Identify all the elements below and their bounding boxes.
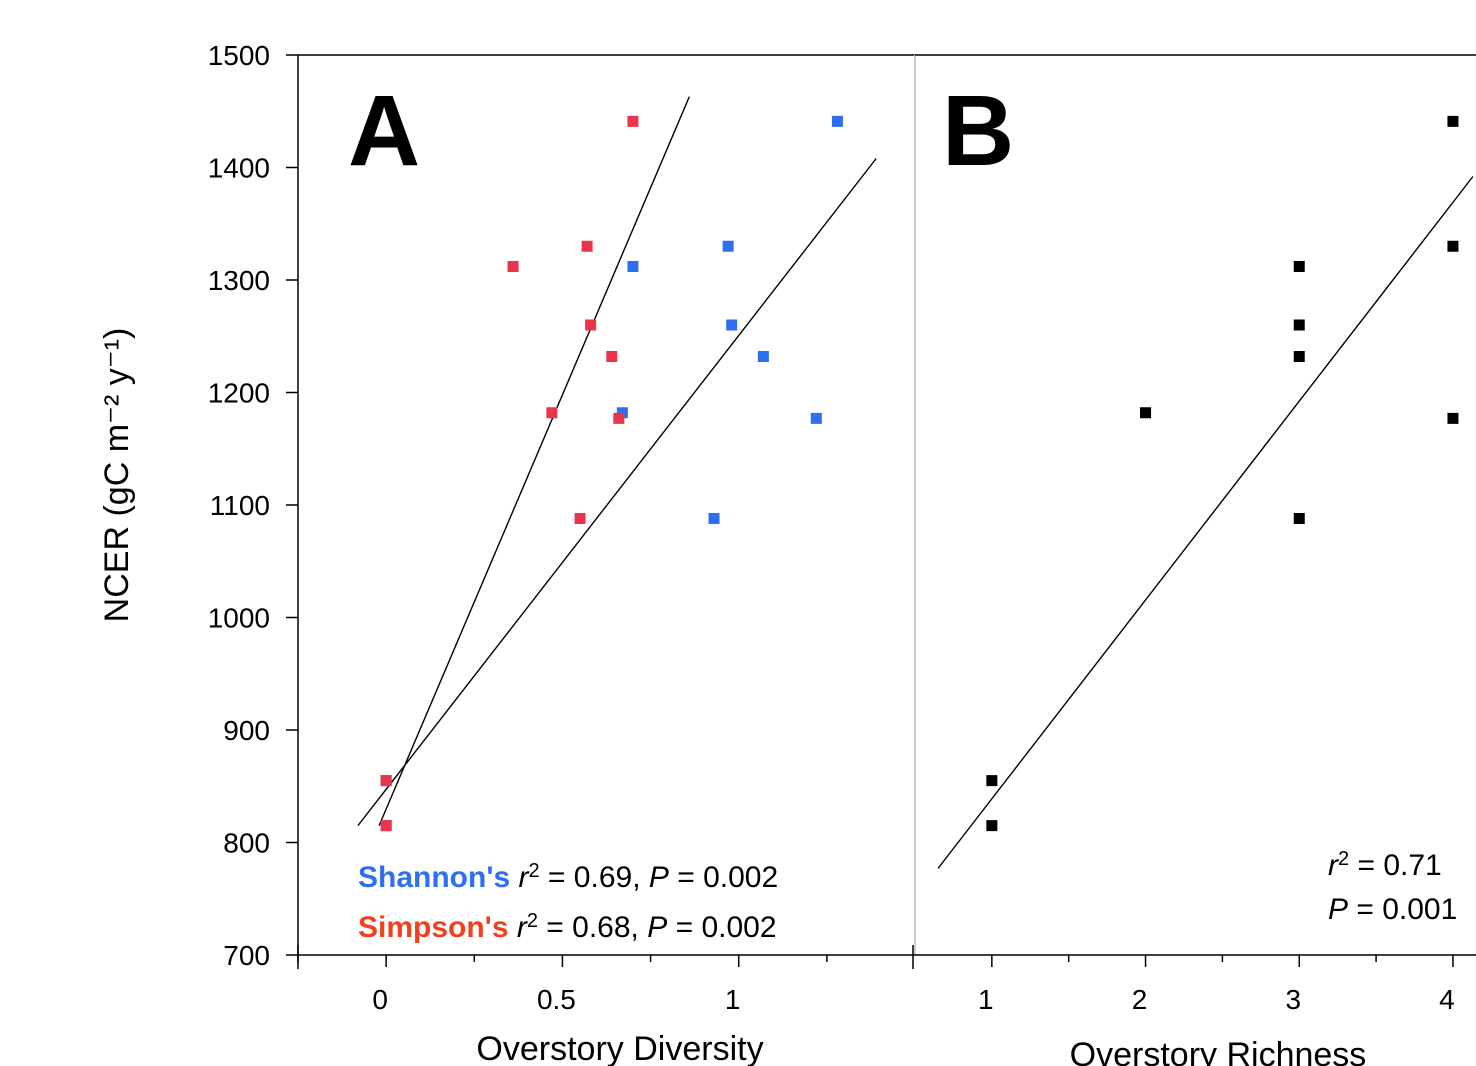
y-tick-label: 900 (223, 715, 270, 746)
r2-value: 0.68 (572, 911, 630, 944)
data-point (831, 115, 843, 127)
data-point (810, 412, 822, 424)
p-symbol: P (1328, 893, 1348, 926)
data-point (380, 775, 392, 787)
data-point (1293, 513, 1305, 524)
x-tick-label: 2 (1132, 984, 1148, 1015)
y-tick-label: 1300 (208, 265, 270, 296)
equals: = (1348, 893, 1382, 926)
p-value: 0.002 (703, 861, 778, 894)
panel-letter: B (942, 75, 1014, 187)
fit-line-simpsons (378, 96, 690, 826)
data-point (1447, 115, 1459, 127)
x-tick-label: 1 (978, 984, 994, 1015)
x-axis-label: Overstory Richness (1070, 1036, 1367, 1066)
x-tick-label: 1 (725, 984, 741, 1015)
superscript-2: 2 (527, 910, 538, 932)
panel-a: 700 800 900 1000 1100 1200 1300 1400 1500 0 0.5 1 Ov… (208, 40, 916, 1066)
equals: = (1349, 849, 1383, 882)
y-tick-label: 800 (223, 828, 270, 859)
p-symbol: P (649, 861, 669, 894)
r-symbol: r (509, 911, 528, 944)
data-point (1447, 240, 1459, 252)
r2-value: 0.71 (1383, 849, 1441, 882)
r2-value: 0.69 (574, 861, 632, 894)
data-point (606, 351, 618, 362)
r-symbol: r (1328, 849, 1339, 882)
equals: = (667, 911, 701, 944)
data-point (613, 412, 625, 424)
y-tick-label: 1000 (208, 603, 270, 634)
comma: , (632, 861, 649, 894)
data-point (627, 261, 639, 272)
fit-line-shannons (357, 158, 877, 827)
data-point (546, 407, 558, 419)
data-point (1293, 261, 1305, 272)
x-tick-label: 4 (1439, 984, 1455, 1015)
x-tick-label: 0.5 (537, 984, 576, 1015)
equals: = (540, 861, 574, 894)
data-point (986, 820, 998, 832)
panel-letter: A (348, 75, 420, 187)
equals: = (669, 861, 703, 894)
y-tick-label: 1400 (208, 153, 270, 184)
data-point (708, 513, 720, 524)
x-tick-label: 3 (1285, 984, 1301, 1015)
data-point (1293, 351, 1305, 362)
stats-annotation-shannon: Shannon's r2 = 0.69, P = 0.002 (358, 860, 778, 894)
data-point (581, 240, 593, 252)
data-point (1293, 319, 1305, 331)
y-tick-label: 1500 (208, 40, 270, 71)
superscript-2: 2 (528, 860, 539, 882)
data-point (1447, 412, 1459, 424)
p-value: 0.001 (1382, 893, 1457, 926)
data-point (616, 407, 628, 419)
superscript-2: 2 (1338, 848, 1349, 870)
y-axis-label: NCER (gC m⁻² y⁻¹) (98, 328, 136, 623)
y-tick-label: 1200 (208, 378, 270, 409)
data-point (585, 319, 597, 331)
data-point (1140, 407, 1152, 419)
data-point (627, 115, 639, 127)
stats-annotation-r2: r2 = 0.71 (1328, 848, 1442, 882)
p-symbol: P (647, 911, 667, 944)
fit-line-richness (937, 176, 1474, 869)
y-tick-label: 1100 (210, 490, 270, 521)
x-axis-label: Overstory Diversity (476, 1030, 763, 1066)
series-name: Shannon's (358, 861, 510, 894)
y-tick-label: 700 (223, 940, 270, 971)
p-value: 0.002 (701, 911, 776, 944)
data-point (507, 261, 519, 272)
data-point (380, 820, 392, 832)
stats-annotation-simpson: Simpson's r2 = 0.68, P = 0.002 (358, 910, 777, 944)
data-point (574, 513, 586, 524)
data-point (722, 240, 734, 252)
data-point (986, 775, 998, 787)
equals: = (538, 911, 572, 944)
data-point (757, 351, 769, 362)
x-tick-label: 0 (372, 984, 388, 1015)
stats-annotation-p: P = 0.001 (1328, 893, 1457, 926)
data-point (726, 319, 738, 331)
r-symbol: r (510, 861, 529, 894)
series-name: Simpson's (358, 911, 509, 944)
comma: , (631, 911, 648, 944)
